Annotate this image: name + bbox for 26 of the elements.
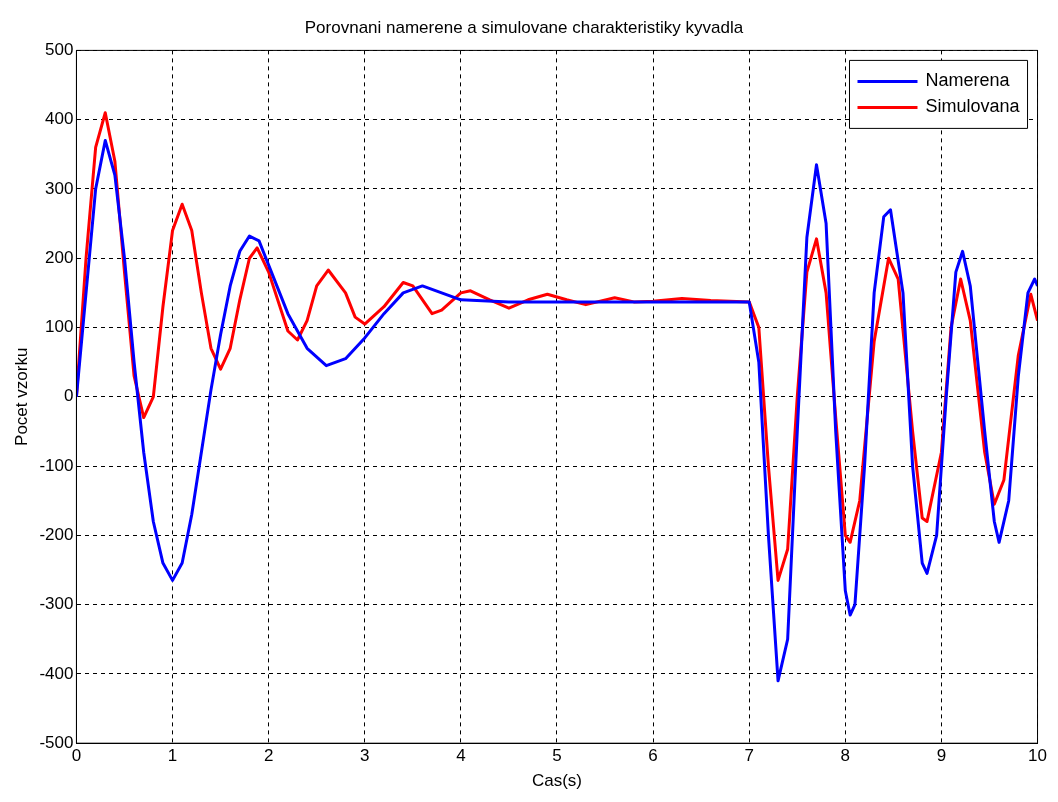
x-tick-label: 9	[936, 746, 947, 766]
x-tick-label: 5	[552, 746, 562, 766]
y-tick-label: 0	[63, 386, 74, 406]
y-tick-label: -400	[39, 663, 74, 683]
y-axis-title: Pocet vzorku	[11, 347, 31, 446]
legend-label: Namerena	[925, 70, 1011, 91]
x-tick-label: 1	[167, 746, 178, 766]
legend-label: Simulovana	[925, 96, 1021, 117]
x-tick-label: 2	[263, 746, 274, 766]
y-tick-label: 500	[45, 40, 74, 60]
y-tick-label: -300	[39, 594, 74, 614]
x-tick-label: 6	[648, 746, 658, 766]
y-tick-label: 200	[45, 247, 74, 267]
x-tick-label: 3	[360, 746, 370, 766]
x-tick-label: 10	[1028, 746, 1048, 766]
y-tick-label: -500	[39, 732, 74, 752]
chart-title: Porovnani namerene a simulovane charakteristiky kyvadla	[304, 17, 744, 37]
x-axis-title: Cas(s)	[531, 771, 583, 791]
y-tick-label: -100	[39, 455, 74, 475]
y-tick-label: 400	[45, 109, 74, 129]
y-tick-label: -200	[39, 525, 74, 545]
x-tick-label: 8	[840, 746, 851, 766]
x-tick-label: 7	[744, 746, 754, 766]
y-tick-label: 300	[45, 178, 74, 198]
y-tick-label: 100	[45, 317, 74, 337]
x-tick-label: 4	[456, 746, 466, 766]
